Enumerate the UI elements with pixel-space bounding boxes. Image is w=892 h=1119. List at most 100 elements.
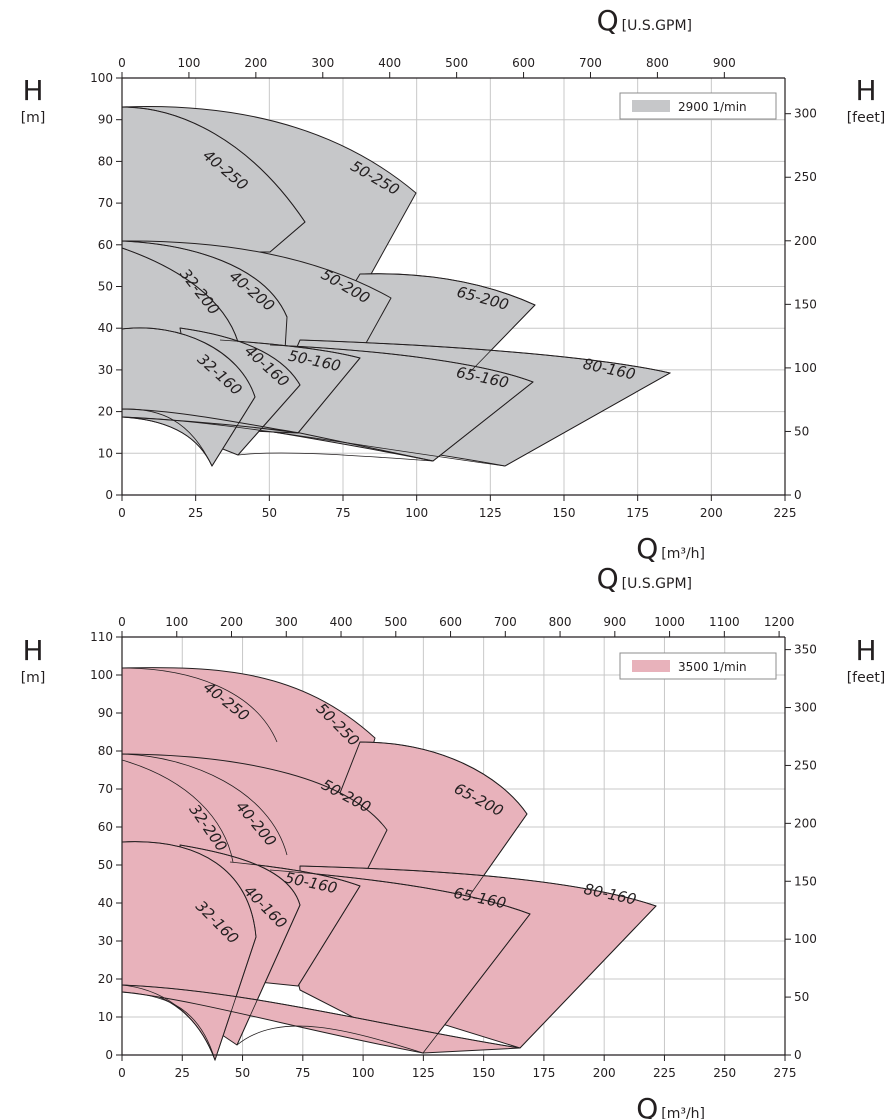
x-top-tick-label: 0	[118, 615, 126, 629]
x-bottom-tick-label: 200	[593, 1066, 616, 1080]
y-right-tick-label: 50	[794, 990, 809, 1004]
x-top-tick-label: 300	[275, 615, 298, 629]
x-bottom-tick-label: 0	[118, 506, 126, 520]
x-top-tick-label: 900	[713, 56, 736, 70]
x-bottom-tick-label: 50	[235, 1066, 250, 1080]
x-bottom-tick-label: 225	[653, 1066, 676, 1080]
y-left-tick-label: 10	[98, 1010, 113, 1024]
x-bottom-tick-label: 150	[472, 1066, 495, 1080]
y-left-tick-label: 30	[98, 934, 113, 948]
y-left-tick-label: 0	[105, 488, 113, 502]
x-top-tick-label: 800	[646, 56, 669, 70]
x-top-tick-label: 700	[494, 615, 517, 629]
y-left-tick-label: 70	[98, 782, 113, 796]
y-left-tick-label: 0	[105, 1048, 113, 1062]
y-right-axis-unit: [feet]	[847, 110, 886, 126]
x-bottom-tick-label: 75	[335, 506, 350, 520]
x-bottom-tick-label: 125	[479, 506, 502, 520]
x-top-tick-label: 400	[330, 615, 353, 629]
y-right-tick-label: 0	[794, 1048, 802, 1062]
y-left-tick-label: 60	[98, 238, 113, 252]
y-left-tick-label: 20	[98, 972, 113, 986]
x-bottom-tick-label: 100	[352, 1066, 375, 1080]
y-left-tick-label: 110	[90, 630, 113, 644]
x-top-tick-label: 1200	[764, 615, 795, 629]
y-right-tick-label: 150	[794, 297, 817, 311]
x-top-tick-label: 100	[177, 56, 200, 70]
y-left-tick-label: 70	[98, 196, 113, 210]
x-bottom-tick-label: 150	[553, 506, 576, 520]
y-right-tick-label: 0	[794, 488, 802, 502]
y-left-tick-label: 50	[98, 858, 113, 872]
x-top-tick-label: 600	[512, 56, 535, 70]
y-right-axis-symbol: H	[855, 634, 876, 667]
y-right-tick-label: 250	[794, 170, 817, 184]
y-left-tick-label: 10	[98, 446, 113, 460]
y-right-axis-unit: [feet]	[847, 670, 886, 686]
chart-2900-region-lines	[121, 106, 672, 467]
x-top-tick-label: 200	[244, 56, 267, 70]
y-right-tick-label: 100	[794, 932, 817, 946]
y-left-tick-label: 90	[98, 706, 113, 720]
chart-2900-legend: 2900 1/min	[619, 92, 777, 120]
x-bottom-tick-label: 25	[175, 1066, 190, 1080]
x-top-tick-label: 300	[311, 56, 334, 70]
x-top-tick-label: 0	[118, 56, 126, 70]
x-top-tick-label: 600	[439, 615, 462, 629]
x-bottom-tick-label: 225	[774, 506, 797, 520]
x-bottom-tick-label: 250	[713, 1066, 736, 1080]
y-left-axis-unit: [m]	[21, 670, 46, 686]
y-right-tick-label: 300	[794, 107, 817, 121]
x-top-tick-label: 900	[603, 615, 626, 629]
legend-label: 2900 1/min	[678, 100, 747, 114]
x-bottom-tick-label: 175	[532, 1066, 555, 1080]
y-right-tick-label: 250	[794, 758, 817, 772]
x-top-tick-label: 1100	[709, 615, 740, 629]
y-right-tick-label: 350	[794, 643, 817, 657]
x-bottom-axis-title: Q [m³/h]	[636, 532, 705, 565]
x-top-axis-title: Q [U.S.GPM]	[597, 562, 692, 595]
y-left-tick-label: 60	[98, 820, 113, 834]
x-top-tick-label: 500	[384, 615, 407, 629]
x-bottom-tick-label: 175	[626, 506, 649, 520]
x-top-tick-label: 1000	[654, 615, 685, 629]
x-top-tick-label: 500	[445, 56, 468, 70]
x-bottom-axis-title: Q [m³/h]	[636, 1092, 705, 1119]
x-top-tick-label: 700	[579, 56, 602, 70]
y-left-axis-symbol: H	[22, 74, 43, 107]
x-top-tick-label: 400	[378, 56, 401, 70]
x-bottom-tick-label: 0	[118, 1066, 126, 1080]
y-left-tick-label: 30	[98, 363, 113, 377]
x-bottom-tick-label: 275	[774, 1066, 797, 1080]
legend-swatch	[632, 660, 670, 672]
x-bottom-tick-label: 25	[188, 506, 203, 520]
x-bottom-tick-label: 200	[700, 506, 723, 520]
x-bottom-tick-label: 50	[262, 506, 277, 520]
y-left-tick-label: 40	[98, 896, 113, 910]
x-bottom-tick-label: 75	[295, 1066, 310, 1080]
legend-label: 3500 1/min	[678, 660, 747, 674]
y-right-tick-label: 50	[794, 424, 809, 438]
y-right-tick-label: 200	[794, 234, 817, 248]
y-left-tick-label: 100	[90, 71, 113, 85]
chart-3500-region-lines	[121, 667, 657, 1062]
y-left-tick-label: 90	[98, 113, 113, 127]
y-left-tick-label: 80	[98, 744, 113, 758]
y-left-tick-label: 50	[98, 280, 113, 294]
chart-2900-regions	[121, 105, 671, 467]
x-bottom-tick-label: 125	[412, 1066, 435, 1080]
y-left-tick-label: 100	[90, 668, 113, 682]
x-top-tick-label: 100	[165, 615, 188, 629]
x-bottom-tick-label: 100	[405, 506, 428, 520]
x-top-tick-label: 800	[549, 615, 572, 629]
y-left-axis-unit: [m]	[21, 110, 46, 126]
x-top-axis-title: Q [U.S.GPM]	[597, 4, 692, 37]
chart-3500-legend: 3500 1/min	[619, 652, 777, 680]
y-right-tick-label: 300	[794, 701, 817, 715]
x-top-tick-label: 200	[220, 615, 243, 629]
